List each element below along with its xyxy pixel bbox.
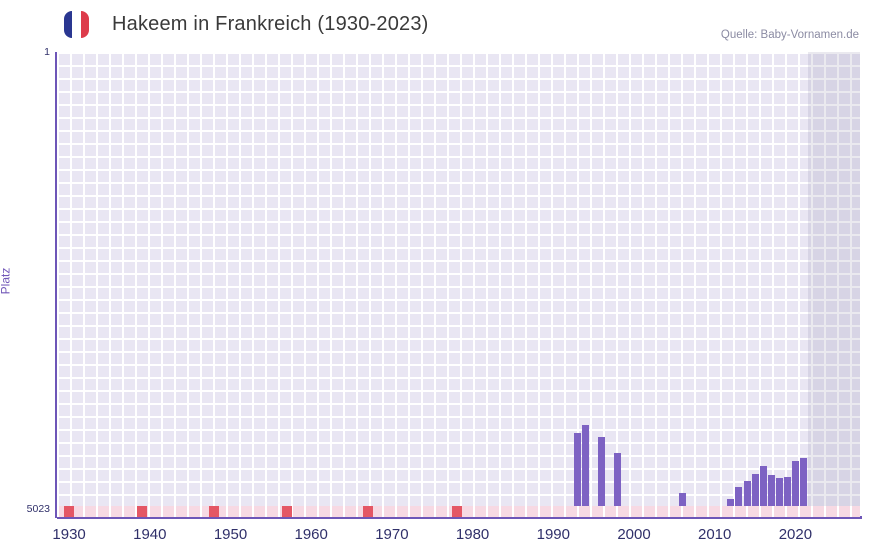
bar-2018[interactable] xyxy=(775,477,783,506)
bar-2015[interactable] xyxy=(751,474,759,506)
bar-1998[interactable] xyxy=(614,453,622,506)
x-axis-line xyxy=(57,516,862,519)
bar-2020[interactable] xyxy=(791,460,799,506)
y-tick-top: 1 xyxy=(44,46,50,58)
bar-2006[interactable] xyxy=(679,493,686,506)
strip-mark-1930 xyxy=(64,506,75,517)
bar-2016[interactable] xyxy=(759,466,767,506)
bar-1996[interactable] xyxy=(598,437,606,506)
page-title: Hakeem in Frankreich (1930-2023) xyxy=(112,13,429,35)
strip-mark-1967 xyxy=(362,506,373,517)
bars-layer xyxy=(57,52,860,517)
x-axis-labels: 1930 1940 1950 1960 1970 1980 1990 2000 2010 2020 xyxy=(52,526,860,546)
flag-stripe-blue xyxy=(64,11,73,38)
bar-2014[interactable] xyxy=(743,481,751,506)
bar-2021[interactable] xyxy=(800,457,807,506)
no-data-strip xyxy=(57,506,860,517)
bar-2017[interactable] xyxy=(767,475,775,506)
x-tick-2020: 2020 xyxy=(778,526,813,543)
strip-mark-1939 xyxy=(136,506,147,517)
bar-1993[interactable] xyxy=(574,432,581,506)
x-tick-1960: 1960 xyxy=(294,526,328,543)
x-tick-2000: 2000 xyxy=(617,526,651,543)
y-axis-title: Platz xyxy=(0,267,13,295)
plot-area[interactable] xyxy=(57,52,860,517)
x-tick-2010: 2010 xyxy=(698,526,732,543)
bar-2019[interactable] xyxy=(783,476,791,506)
y-axis-line xyxy=(55,52,57,518)
france-flag-icon xyxy=(64,11,89,38)
flag-stripe-red xyxy=(80,11,89,38)
bar-1994[interactable] xyxy=(582,425,590,506)
x-tick-1970: 1970 xyxy=(375,526,409,543)
source-attribution: Quelle: Baby-Vornamen.de xyxy=(720,29,859,41)
bar-2012[interactable] xyxy=(727,498,735,506)
x-tick-1990: 1990 xyxy=(536,526,570,543)
x-tick-1930: 1930 xyxy=(52,526,86,543)
bar-2013[interactable] xyxy=(735,486,743,506)
x-tick-1940: 1940 xyxy=(133,526,167,543)
x-tick-1950: 1950 xyxy=(213,526,248,543)
strip-mark-1957 xyxy=(282,506,292,517)
x-tick-1980: 1980 xyxy=(455,526,490,543)
flag-stripe-white xyxy=(72,11,81,38)
strip-mark-1948 xyxy=(209,506,220,517)
recent-years-band xyxy=(808,52,860,506)
y-tick-bottom: 5023 xyxy=(26,503,50,515)
strip-mark-1978 xyxy=(451,506,462,517)
